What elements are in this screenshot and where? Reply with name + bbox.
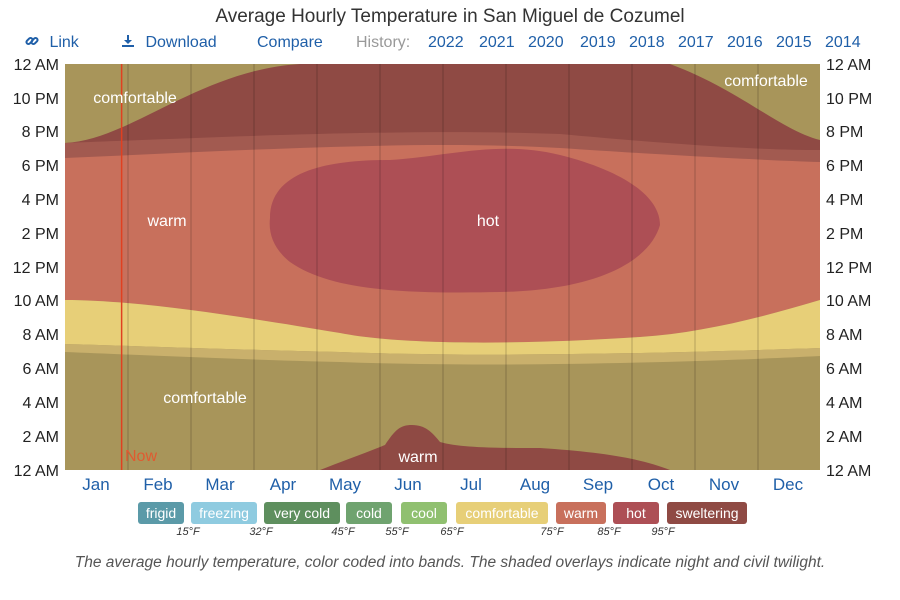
link-icon xyxy=(25,36,39,46)
label-hot-summer: hot xyxy=(477,213,500,230)
y-tick-left: 2 PM xyxy=(22,226,59,243)
legend-band-comfortable: comfortable xyxy=(456,502,548,524)
chart-toolbar: Link Download Compare History: 2022 2021… xyxy=(0,34,900,56)
history-year-2019[interactable]: 2019 xyxy=(580,34,616,51)
x-tick-month[interactable]: May xyxy=(329,475,362,494)
history-year-2014[interactable]: 2014 xyxy=(825,34,861,51)
legend-tick: 75°F xyxy=(540,526,564,538)
x-axis: Jan Feb Mar Apr May Jun Jul Aug Sep Oct … xyxy=(82,475,803,494)
y-tick-right: 8 AM xyxy=(826,327,862,344)
x-tick-month[interactable]: Feb xyxy=(143,475,172,494)
x-tick-month[interactable]: Jun xyxy=(394,475,421,494)
y-tick-right: 10 AM xyxy=(826,293,871,310)
y-tick-right: 12 PM xyxy=(826,260,872,277)
download-button[interactable]: Download xyxy=(121,34,217,52)
region-labels: comfortable comfortable warm hot comfort… xyxy=(93,73,808,466)
x-tick-month[interactable]: Aug xyxy=(520,475,550,494)
y-tick-right: 2 PM xyxy=(826,226,863,243)
compare-button[interactable]: Compare xyxy=(257,34,323,51)
history-year-2015[interactable]: 2015 xyxy=(776,34,812,51)
now-label: Now xyxy=(125,448,157,465)
legend-tick: 55°F xyxy=(385,526,409,538)
history-year-2022[interactable]: 2022 xyxy=(428,34,464,51)
legend-tick: 95°F xyxy=(651,526,675,538)
temperature-chart: comfortable comfortable warm hot comfort… xyxy=(13,57,873,494)
label-comfortable-morning: comfortable xyxy=(163,390,247,407)
y-tick-left: 8 PM xyxy=(22,124,59,141)
y-tick-right: 8 PM xyxy=(826,124,863,141)
y-tick-left: 10 AM xyxy=(14,293,59,310)
legend-tick: 85°F xyxy=(597,526,621,538)
band-morning-twilight xyxy=(65,344,820,365)
y-tick-left: 12 AM xyxy=(14,57,59,74)
legend-tick: 65°F xyxy=(440,526,464,538)
legend-band-cool: cool xyxy=(401,502,447,524)
history-label: History: xyxy=(356,34,411,51)
y-tick-left: 6 AM xyxy=(23,361,59,378)
x-tick-month[interactable]: Nov xyxy=(709,475,740,494)
legend-band-frigid: frigid xyxy=(138,502,184,524)
download-icon xyxy=(122,35,134,47)
x-tick-month[interactable]: Oct xyxy=(648,475,675,494)
y-tick-left: 10 PM xyxy=(13,91,59,108)
legend-band-warm: warm xyxy=(556,502,606,524)
y-tick-right: 6 PM xyxy=(826,158,863,175)
legend-tick: 32°F xyxy=(249,526,273,538)
y-axis-left: 12 AM 10 PM 8 PM 6 PM 4 PM 2 PM 12 PM 10… xyxy=(13,57,59,480)
label-comfortable-top-right: comfortable xyxy=(724,73,808,90)
legend-tick: 45°F xyxy=(331,526,355,538)
legend-band-hot: hot xyxy=(613,502,659,524)
x-tick-month[interactable]: Jan xyxy=(82,475,109,494)
y-tick-right: 6 AM xyxy=(826,361,862,378)
y-tick-left: 8 AM xyxy=(23,327,59,344)
legend-band-very-cold: very cold xyxy=(264,502,340,524)
label-warm-afternoon: warm xyxy=(146,213,186,230)
x-tick-month[interactable]: Dec xyxy=(773,475,804,494)
y-tick-left: 12 PM xyxy=(13,260,59,277)
y-tick-right: 12 AM xyxy=(826,57,871,74)
link-label: Link xyxy=(49,34,79,51)
band-hot xyxy=(269,148,660,293)
chart-title: Average Hourly Temperature in San Miguel… xyxy=(215,6,685,27)
label-comfortable-top-left: comfortable xyxy=(93,90,177,107)
legend-band-sweltering: sweltering xyxy=(667,502,747,524)
x-tick-month[interactable]: Mar xyxy=(205,475,235,494)
x-tick-month[interactable]: Jul xyxy=(460,475,482,494)
y-tick-right: 10 PM xyxy=(826,91,872,108)
y-tick-left: 6 PM xyxy=(22,158,59,175)
y-tick-right: 12 AM xyxy=(826,463,871,480)
x-tick-month[interactable]: Apr xyxy=(270,475,297,494)
link-button[interactable]: Link xyxy=(25,34,79,52)
legend-band-cold: cold xyxy=(346,502,392,524)
y-tick-left: 4 AM xyxy=(23,395,59,412)
y-tick-right: 2 AM xyxy=(826,429,862,446)
history-year-2017[interactable]: 2017 xyxy=(678,34,714,51)
band-warm-night xyxy=(320,425,670,470)
legend-band-freezing: freezing xyxy=(191,502,257,524)
legend-tick: 15°F xyxy=(176,526,200,538)
y-tick-right: 4 PM xyxy=(826,192,863,209)
y-axis-right: 12 AM 10 PM 8 PM 6 PM 4 PM 2 PM 12 PM 10… xyxy=(826,57,872,480)
month-grid xyxy=(127,64,759,470)
label-warm-night: warm xyxy=(397,449,437,466)
history-year-2018[interactable]: 2018 xyxy=(629,34,665,51)
color-legend: frigid freezing very cold cold cool comf… xyxy=(0,502,900,542)
y-tick-left: 2 AM xyxy=(23,429,59,446)
plot-area xyxy=(65,64,820,470)
x-tick-month[interactable]: Sep xyxy=(583,475,613,494)
y-tick-left: 4 PM xyxy=(22,192,59,209)
band-comfortable-morning xyxy=(65,300,820,355)
download-label: Download xyxy=(145,34,217,51)
y-tick-right: 4 AM xyxy=(826,395,862,412)
y-tick-left: 12 AM xyxy=(14,463,59,480)
chart-caption: The average hourly temperature, color co… xyxy=(74,554,826,571)
history-year-2021[interactable]: 2021 xyxy=(479,34,515,51)
history-year-2020[interactable]: 2020 xyxy=(528,34,564,51)
history-year-2016[interactable]: 2016 xyxy=(727,34,763,51)
